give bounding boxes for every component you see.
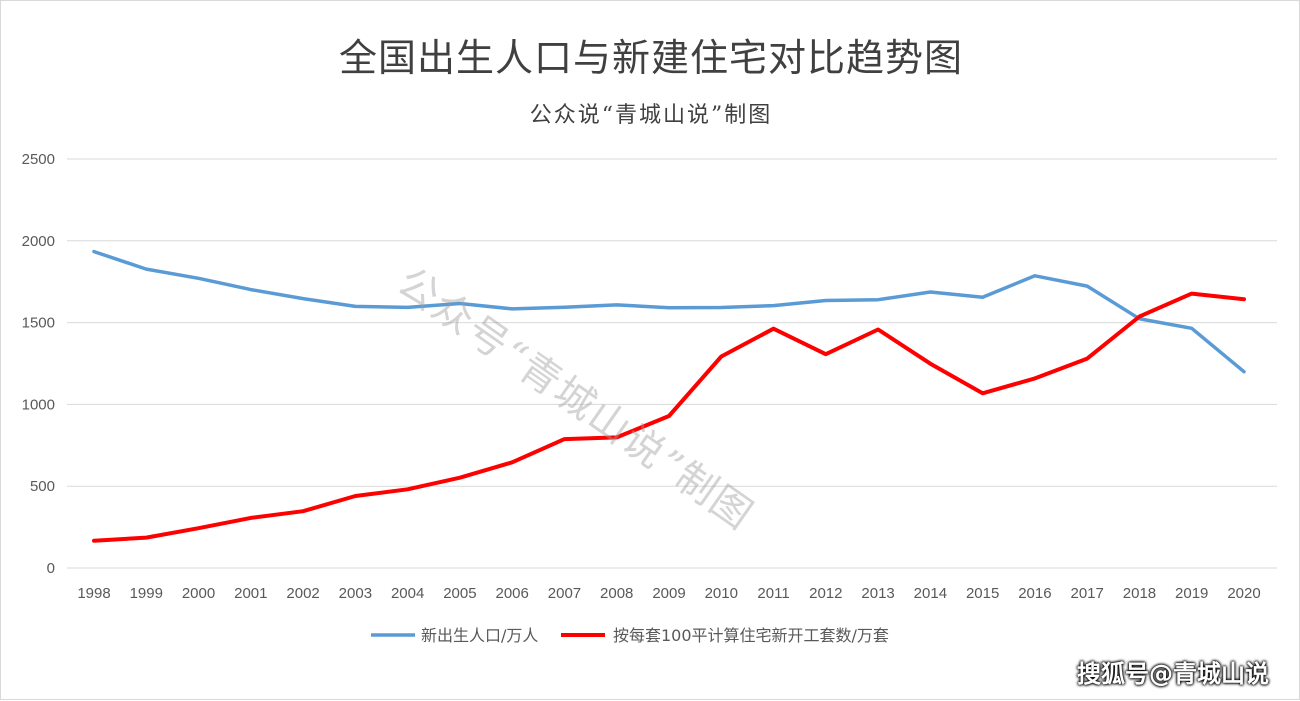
x-tick-label: 2004 [391,585,424,602]
x-tick-label: 2011 [757,585,789,602]
credit-text: 搜狐号@青城山说 [1077,660,1269,688]
x-tick-label: 2015 [966,585,999,602]
y-tick-label: 2500 [22,151,55,168]
x-tick-label: 2006 [495,585,528,602]
series-line-2 [92,291,1246,543]
y-tick-label: 0 [47,560,55,577]
chart-subtitle: 公众说“青城山说”制图 [529,103,773,128]
y-tick-label: 1000 [22,396,55,413]
x-tick-label: 2005 [443,585,476,602]
x-tick-label: 2014 [914,585,947,602]
x-tick-label: 2002 [286,585,319,602]
x-tick-label: 2008 [600,585,633,602]
chart-title: 全国出生人口与新建住宅对比趋势图 [338,36,963,80]
x-tick-label: 2020 [1227,585,1260,602]
y-tick-label: 2000 [22,233,55,250]
x-tick-label: 2010 [705,585,738,602]
y-axis-ticks: 0 500 1000 1500 2000 2500 [22,151,55,577]
series-lines [92,249,1246,543]
x-tick-label: 2009 [652,585,685,602]
series-line-1 [92,249,1246,374]
x-tick-label: 2003 [339,585,372,602]
x-tick-label: 2007 [548,585,581,602]
x-tick-label: 2017 [1070,585,1103,602]
grid-lines [67,158,1277,569]
legend-label-1: 新出生人口/万人 [421,626,538,645]
x-tick-label: 2013 [861,585,894,602]
x-tick-label: 2001 [234,585,267,602]
legend: 新出生人口/万人 按每套100平计算住宅新开工套数/万套 [371,626,889,645]
y-tick-label: 500 [30,478,55,495]
x-tick-label: 2019 [1175,585,1208,602]
x-tick-label: 1999 [130,585,163,602]
x-tick-label: 2016 [1018,585,1051,602]
x-tick-label: 2018 [1123,585,1156,602]
x-tick-label: 2012 [809,585,842,602]
legend-label-2: 按每套100平计算住宅新开工套数/万套 [613,626,889,645]
x-axis-ticks: 1998 1999 2000 2001 2002 2003 2004 2005 2006 2007… [77,585,1260,602]
x-tick-label: 1998 [77,585,110,602]
x-tick-label: 2000 [182,585,215,602]
y-tick-label: 1500 [22,315,55,332]
